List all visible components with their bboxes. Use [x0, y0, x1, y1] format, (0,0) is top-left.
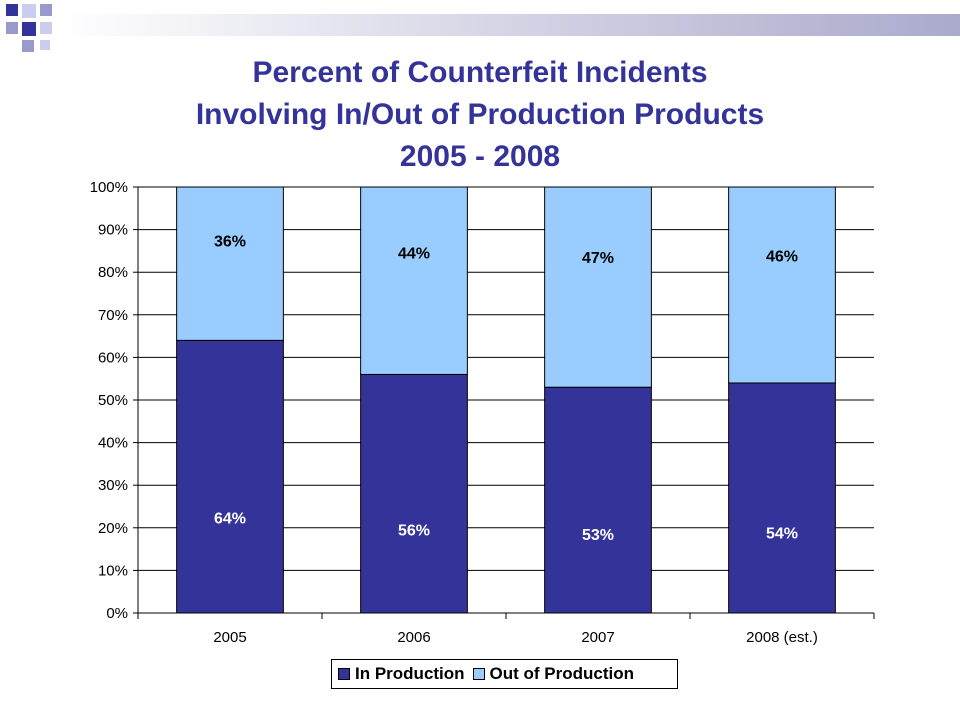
deco-square-1 [6, 4, 18, 16]
legend-label-in-production: In Production [355, 664, 465, 683]
y-tick-label: 60% [98, 349, 128, 366]
deco-square-3 [40, 4, 52, 16]
chart-legend: In Production Out of Production [331, 659, 678, 689]
deco-square-5 [40, 22, 52, 34]
x-tick-label: 2008 (est.) [746, 629, 818, 646]
legend-item-in-production: In Production [338, 664, 465, 684]
legend-label-out-of-production: Out of Production [489, 664, 635, 683]
y-tick-label: 70% [98, 307, 128, 324]
deco-square-7 [22, 40, 34, 52]
y-tick-label: 40% [98, 435, 128, 452]
bar-in-production [728, 382, 836, 614]
deco-square-4 [22, 22, 36, 36]
data-label: 46% [766, 249, 798, 266]
legend-swatch-in-production [338, 668, 350, 680]
bar-in-production [176, 339, 284, 614]
y-tick-label: 20% [98, 520, 128, 537]
deco-square-2 [22, 4, 36, 18]
data-label: 36% [214, 234, 246, 251]
bar-out-of-production [360, 186, 468, 375]
data-label: 53% [582, 527, 614, 544]
x-tick-label: 2006 [397, 629, 430, 646]
bar-in-production [360, 373, 468, 614]
data-label: 56% [398, 523, 430, 540]
y-tick-label: 80% [98, 264, 128, 281]
bar-out-of-production [544, 186, 652, 388]
deco-gradient-bar [58, 14, 960, 36]
chart-title: Percent of Counterfeit Incidents Involvi… [0, 52, 960, 178]
data-label: 54% [766, 525, 798, 542]
x-tick-label: 2007 [581, 629, 614, 646]
y-tick-label: 0% [106, 605, 128, 622]
chart-title-line-1: Percent of Counterfeit Incidents [252, 56, 708, 89]
deco-square-6 [6, 22, 18, 34]
data-label: 47% [582, 250, 614, 267]
bar-in-production [544, 386, 652, 614]
chart-title-line-2: Involving In/Out of Production Products [195, 98, 765, 131]
x-tick-label: 2005 [213, 629, 246, 646]
y-tick-label: 10% [98, 562, 128, 579]
data-label: 44% [398, 246, 430, 263]
legend-item-out-of-production: Out of Production [472, 664, 635, 684]
bar-out-of-production [176, 186, 284, 341]
y-tick-label: 90% [98, 222, 128, 239]
bar-out-of-production [728, 186, 836, 384]
deco-square-8 [40, 40, 50, 50]
y-tick-label: 100% [90, 179, 128, 196]
legend-swatch-out-of-production [472, 668, 485, 680]
y-tick-label: 50% [98, 392, 128, 409]
chart-title-line-3: 2005 - 2008 [399, 140, 561, 173]
data-label: 64% [214, 511, 246, 528]
y-tick-label: 30% [98, 477, 128, 494]
